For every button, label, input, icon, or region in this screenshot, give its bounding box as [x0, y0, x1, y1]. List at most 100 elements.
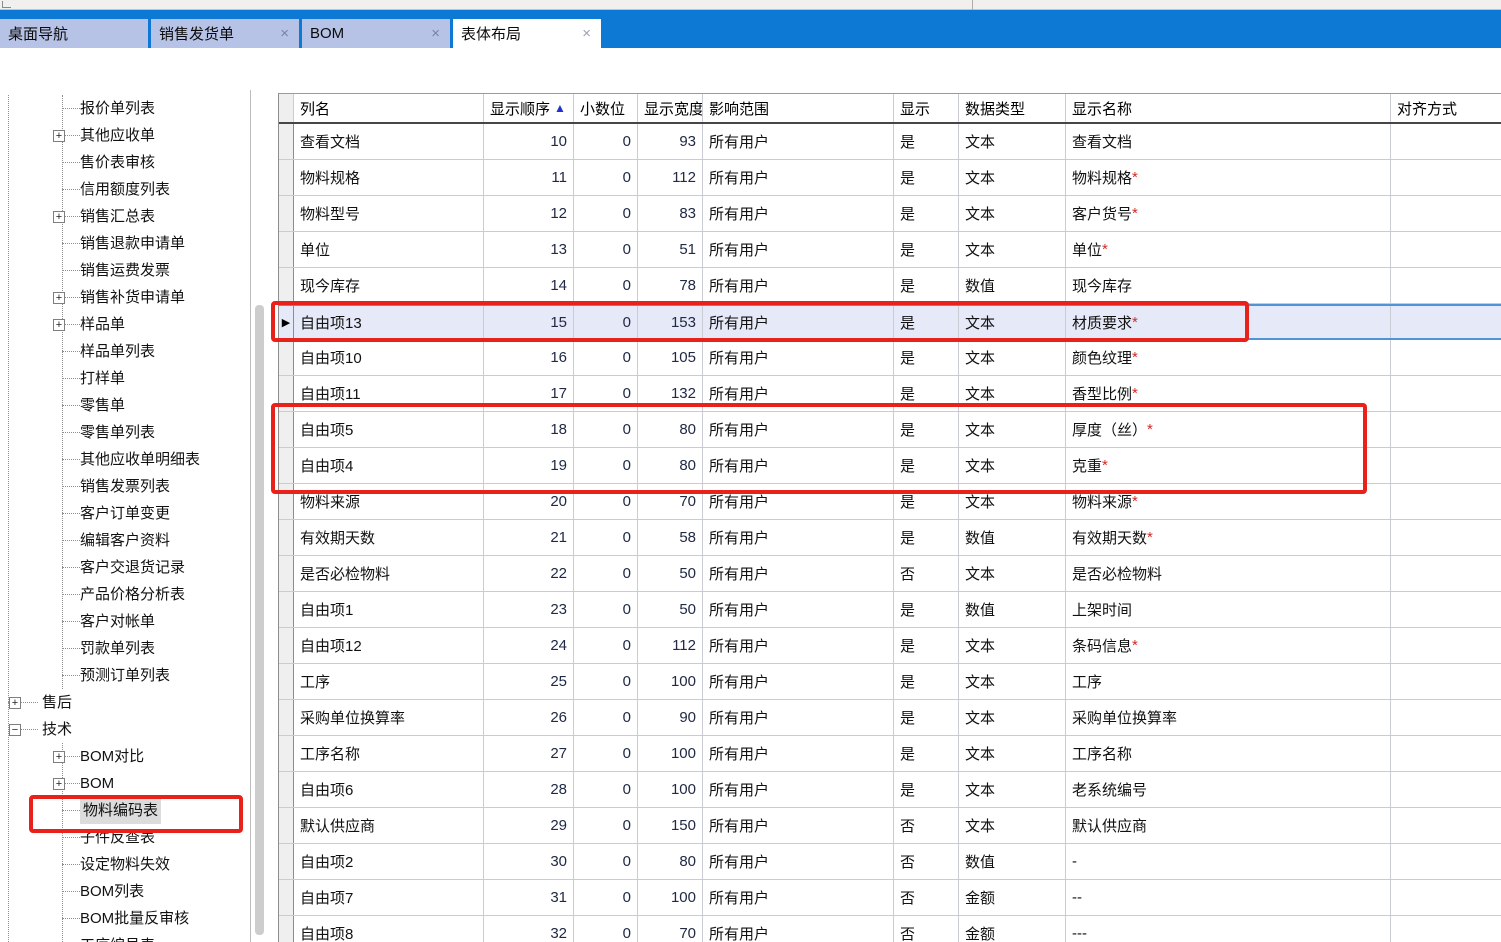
cell-col_name[interactable]: 物料规格 — [294, 160, 484, 195]
cell-align_mode[interactable] — [1391, 448, 1501, 483]
cell-order[interactable]: 10 — [484, 124, 574, 159]
cell-align_mode[interactable] — [1391, 376, 1501, 411]
cell-dtype[interactable]: 文本 — [959, 412, 1066, 447]
table-row-是否必检物料[interactable]: 是否必检物料 22 0 50 所有用户 否 文本 是否必检物料 — [279, 556, 1501, 592]
cell-col_name[interactable]: 自由项5 — [294, 412, 484, 447]
sidebar-item-BOM对比[interactable]: + BOM对比 — [0, 743, 250, 770]
table-row-物料型号[interactable]: 物料型号 12 0 83 所有用户 是 文本 客户货号 * — [279, 196, 1501, 232]
cell-scope[interactable]: 所有用户 — [703, 376, 894, 411]
sidebar-item-售价表审核[interactable]: 售价表审核 — [0, 149, 250, 176]
cell-display_name[interactable]: 默认供应商 — [1066, 808, 1391, 843]
cell-display_name[interactable]: - — [1066, 844, 1391, 879]
cell-order[interactable]: 27 — [484, 736, 574, 771]
cell-dtype[interactable]: 文本 — [959, 160, 1066, 195]
cell-col_name[interactable]: 自由项1 — [294, 592, 484, 627]
cell-dtype[interactable]: 数值 — [959, 520, 1066, 555]
cell-align_mode[interactable] — [1391, 700, 1501, 735]
sidebar-item-BOM列表[interactable]: BOM列表 — [0, 878, 250, 905]
cell-decimals[interactable]: 0 — [574, 196, 638, 231]
cell-order[interactable]: 19 — [484, 448, 574, 483]
cell-display_name[interactable]: 香型比例 * — [1066, 376, 1391, 411]
sidebar-item-编辑客户资料[interactable]: 编辑客户资料 — [0, 527, 250, 554]
table-row-默认供应商[interactable]: 默认供应商 29 0 150 所有用户 否 文本 默认供应商 — [279, 808, 1501, 844]
cell-show[interactable]: 是 — [894, 306, 959, 338]
cell-decimals[interactable]: 0 — [574, 556, 638, 591]
cell-dtype[interactable]: 数值 — [959, 268, 1066, 303]
sidebar-item-技术[interactable]: − 技术 — [0, 716, 250, 743]
cell-dtype[interactable]: 文本 — [959, 484, 1066, 519]
expand-icon[interactable]: + — [53, 751, 65, 763]
expand-icon[interactable]: + — [9, 697, 21, 709]
cell-align_mode[interactable] — [1391, 556, 1501, 591]
cell-align_mode[interactable] — [1391, 340, 1501, 375]
column-header-显示名称[interactable]: 显示名称 — [1066, 94, 1391, 122]
cell-decimals[interactable]: 0 — [574, 306, 638, 338]
cell-order[interactable]: 12 — [484, 196, 574, 231]
cell-order[interactable]: 30 — [484, 844, 574, 879]
sidebar-item-打样单[interactable]: 打样单 — [0, 365, 250, 392]
row-selector-cell[interactable] — [279, 268, 294, 303]
sidebar-item-产品价格分析表[interactable]: 产品价格分析表 — [0, 581, 250, 608]
row-selector-cell[interactable] — [279, 628, 294, 663]
cell-scope[interactable]: 所有用户 — [703, 232, 894, 267]
cell-display_name[interactable]: --- — [1066, 916, 1391, 942]
cell-dtype[interactable]: 文本 — [959, 196, 1066, 231]
cell-dtype[interactable]: 文本 — [959, 628, 1066, 663]
cell-order[interactable]: 26 — [484, 700, 574, 735]
cell-decimals[interactable]: 0 — [574, 700, 638, 735]
table-row-自由项8[interactable]: 自由项8 32 0 70 所有用户 否 金额 --- — [279, 916, 1501, 942]
cell-width[interactable]: 70 — [638, 484, 703, 519]
sidebar-item-零售单[interactable]: 零售单 — [0, 392, 250, 419]
cell-display_name[interactable]: 是否必检物料 — [1066, 556, 1391, 591]
cell-scope[interactable]: 所有用户 — [703, 556, 894, 591]
cell-align_mode[interactable] — [1391, 664, 1501, 699]
cell-dtype[interactable]: 文本 — [959, 376, 1066, 411]
cell-width[interactable]: 112 — [638, 160, 703, 195]
cell-decimals[interactable]: 0 — [574, 736, 638, 771]
cell-decimals[interactable]: 0 — [574, 448, 638, 483]
expand-icon[interactable]: + — [53, 778, 65, 790]
cell-align_mode[interactable] — [1391, 628, 1501, 663]
cell-col_name[interactable]: 工序名称 — [294, 736, 484, 771]
cell-dtype[interactable]: 文本 — [959, 664, 1066, 699]
cell-width[interactable]: 100 — [638, 736, 703, 771]
cell-order[interactable]: 28 — [484, 772, 574, 807]
cell-display_name[interactable]: 工序名称 — [1066, 736, 1391, 771]
table-row-采购单位换算率[interactable]: 采购单位换算率 26 0 90 所有用户 是 文本 采购单位换算率 — [279, 700, 1501, 736]
cell-align_mode[interactable] — [1391, 880, 1501, 915]
row-selector-cell[interactable] — [279, 700, 294, 735]
cell-scope[interactable]: 所有用户 — [703, 340, 894, 375]
cell-display_name[interactable]: 采购单位换算率 — [1066, 700, 1391, 735]
cell-width[interactable]: 93 — [638, 124, 703, 159]
cell-dtype[interactable]: 数值 — [959, 844, 1066, 879]
cell-width[interactable]: 78 — [638, 268, 703, 303]
cell-decimals[interactable]: 0 — [574, 484, 638, 519]
sidebar-item-罚款单列表[interactable]: 罚款单列表 — [0, 635, 250, 662]
cell-decimals[interactable]: 0 — [574, 772, 638, 807]
column-header-数据类型[interactable]: 数据类型 — [959, 94, 1066, 122]
sidebar-item-零售单列表[interactable]: 零售单列表 — [0, 419, 250, 446]
cell-width[interactable]: 80 — [638, 844, 703, 879]
cell-align_mode[interactable] — [1391, 306, 1501, 338]
row-selector-cell[interactable] — [279, 772, 294, 807]
cell-order[interactable]: 25 — [484, 664, 574, 699]
sidebar-item-销售补货申请单[interactable]: + 销售补货申请单 — [0, 284, 250, 311]
cell-scope[interactable]: 所有用户 — [703, 880, 894, 915]
cell-scope[interactable]: 所有用户 — [703, 808, 894, 843]
sidebar-item-信用额度列表[interactable]: 信用额度列表 — [0, 176, 250, 203]
cell-col_name[interactable]: 自由项12 — [294, 628, 484, 663]
cell-decimals[interactable]: 0 — [574, 268, 638, 303]
cell-display_name[interactable]: 材质要求 * — [1066, 306, 1391, 338]
cell-show[interactable]: 是 — [894, 448, 959, 483]
row-selector-cell[interactable]: ▶ — [279, 306, 294, 338]
cell-scope[interactable]: 所有用户 — [703, 772, 894, 807]
cell-align_mode[interactable] — [1391, 808, 1501, 843]
sidebar-item-售后[interactable]: + 售后 — [0, 689, 250, 716]
cell-align_mode[interactable] — [1391, 196, 1501, 231]
cell-dtype[interactable]: 文本 — [959, 232, 1066, 267]
cell-scope[interactable]: 所有用户 — [703, 306, 894, 338]
cell-show[interactable]: 否 — [894, 808, 959, 843]
cell-scope[interactable]: 所有用户 — [703, 268, 894, 303]
sidebar-item-样品单[interactable]: + 样品单 — [0, 311, 250, 338]
cell-col_name[interactable]: 物料型号 — [294, 196, 484, 231]
